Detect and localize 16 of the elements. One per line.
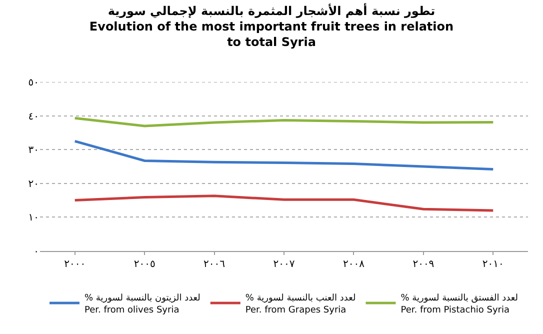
y-tick-label: ٠: [34, 246, 39, 258]
x-tick-label: ٢٠٠٩: [412, 259, 434, 270]
x-tick-label: ٢٠٠٦: [204, 259, 226, 270]
y-tick-label: ٣٠: [28, 145, 39, 156]
y-tick-label: ٢٠: [28, 178, 39, 190]
y-tick-label: ١٠: [28, 212, 39, 224]
x-tick-label: ٢٠٠٠: [64, 259, 86, 270]
x-tick-label: ٢٠١٠: [482, 259, 504, 270]
line-series: [74, 140, 494, 170]
y-tick-label: ٤٠: [28, 111, 39, 122]
x-tick-label: ٢٠٠٧: [273, 259, 296, 270]
line-series: [74, 116, 494, 128]
y-tick-label: ٥٠: [28, 78, 39, 88]
line-series: [74, 194, 494, 212]
x-tick-label: ٢٠٠٨: [342, 259, 366, 270]
x-tick-label: ٢٠٠٥: [134, 259, 156, 270]
